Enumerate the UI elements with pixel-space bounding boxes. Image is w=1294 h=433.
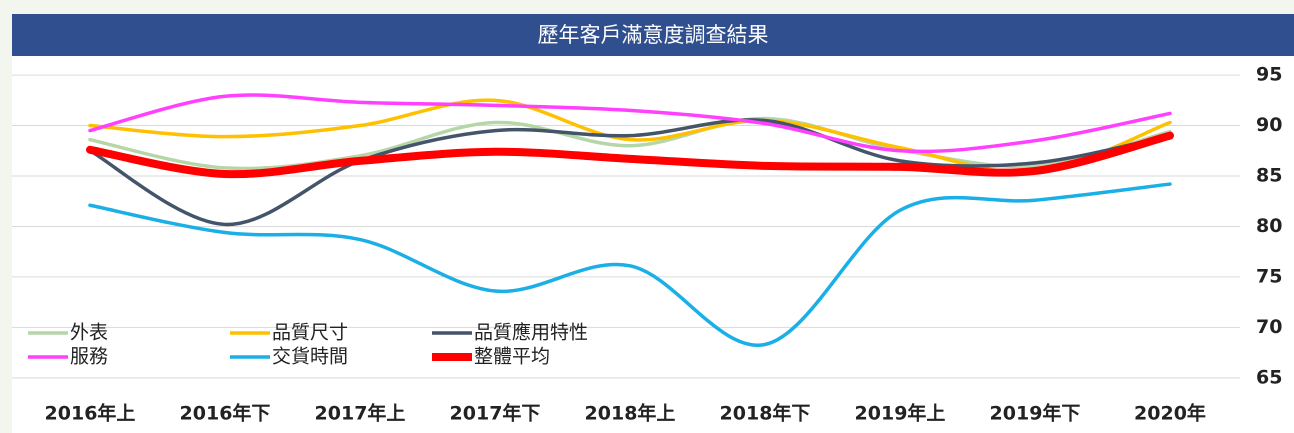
- x-tick-label: 2016年上: [45, 402, 136, 425]
- legend-label: 整體平均: [474, 346, 550, 368]
- series-line: [88, 182, 1172, 347]
- legend-label: 品質應用特性: [474, 321, 588, 344]
- legend-label: 品質尺寸: [272, 322, 348, 344]
- x-tick-label: 2016年下: [180, 402, 271, 425]
- y-tick-label: 65: [1256, 366, 1282, 388]
- legend-label: 交貨時間: [272, 346, 348, 368]
- y-tick-label: 90: [1256, 114, 1282, 136]
- series-line: [88, 93, 1172, 154]
- title-bar: [12, 14, 1294, 56]
- x-tick-label: 2018年上: [585, 402, 676, 425]
- y-tick-label: 95: [1256, 64, 1282, 86]
- series-line: [88, 118, 1172, 227]
- x-tick-label: 2017年下: [450, 402, 541, 425]
- x-tick-label: 2019年下: [990, 402, 1081, 425]
- series-line: [86, 131, 1174, 179]
- y-tick-label: 85: [1256, 165, 1282, 187]
- legend-label: 外表: [70, 322, 108, 344]
- x-tick-label: 2017年上: [315, 402, 406, 425]
- x-tick-label: 2020年: [1134, 402, 1206, 425]
- chart-title: 歷年客戶滿意度調查結果: [538, 23, 769, 47]
- legend-label: 服務: [70, 346, 108, 368]
- y-tick-label: 70: [1256, 316, 1282, 338]
- plot-background: [12, 14, 1294, 433]
- x-tick-label: 2019年上: [855, 402, 946, 425]
- y-tick-label: 80: [1256, 215, 1282, 237]
- y-tick-label: 75: [1256, 265, 1282, 287]
- x-tick-label: 2018年下: [720, 402, 811, 425]
